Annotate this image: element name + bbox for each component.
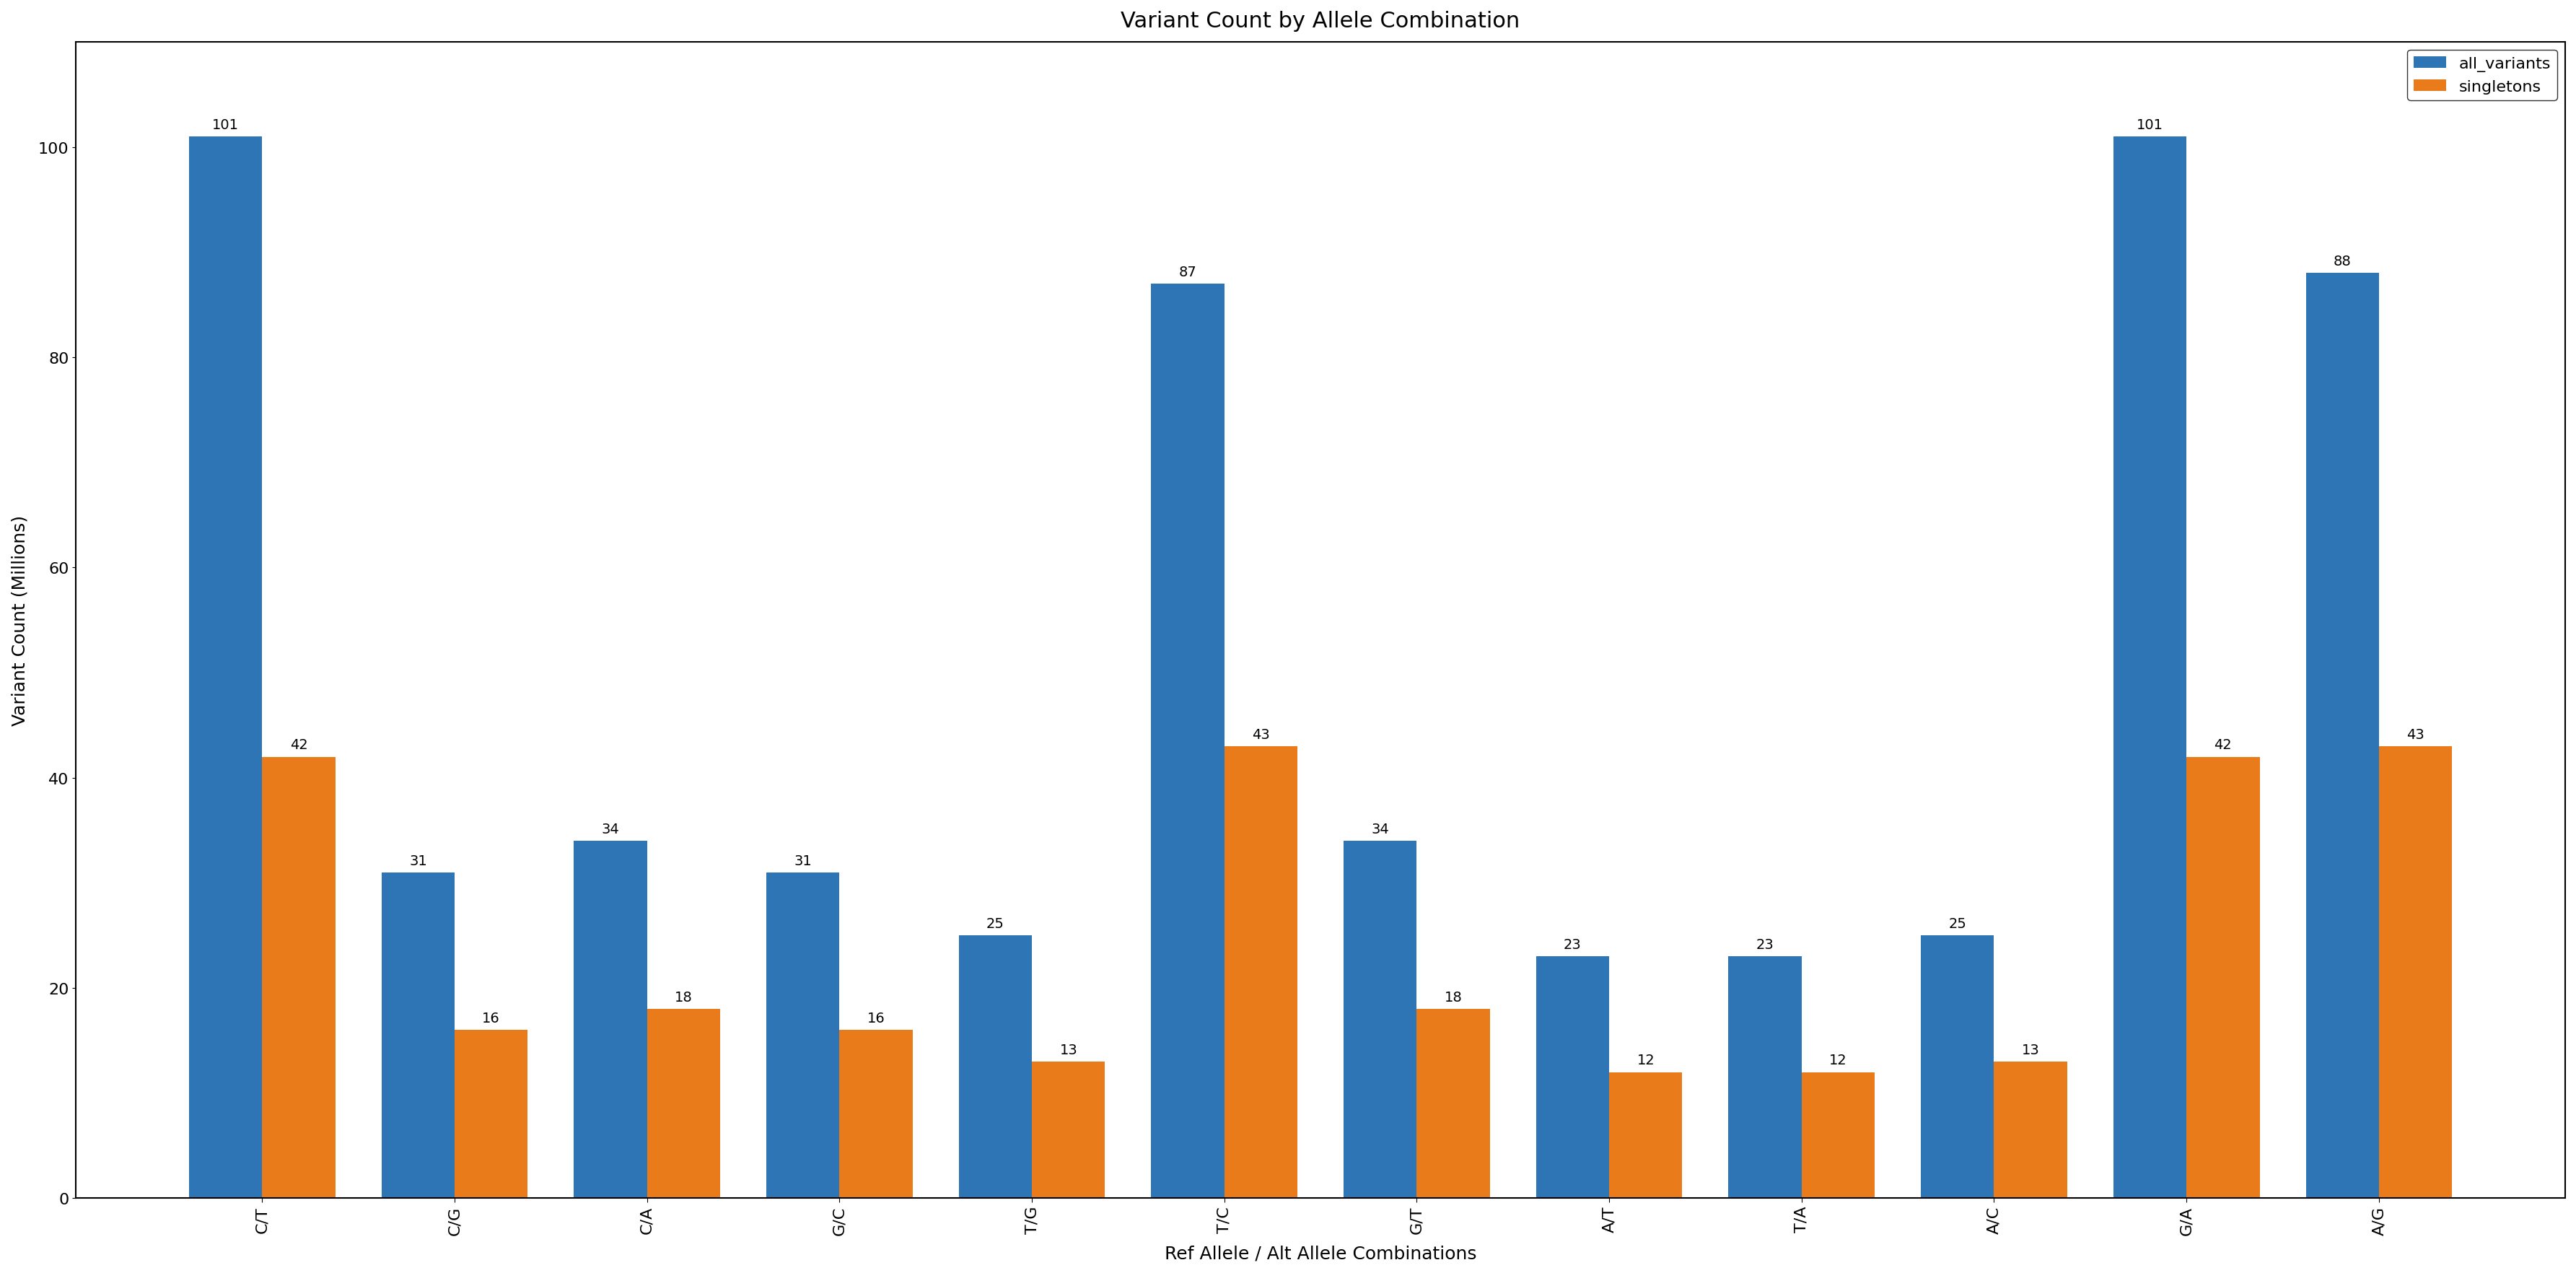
Bar — [768, 872, 840, 1198]
Text: 13: 13 — [1059, 1043, 1077, 1057]
Text: 25: 25 — [1947, 917, 1965, 931]
Text: 12: 12 — [1636, 1053, 1654, 1067]
Bar — [1345, 841, 1417, 1198]
Bar — [2306, 274, 2378, 1198]
Text: 88: 88 — [2334, 255, 2352, 269]
Bar — [1922, 936, 1994, 1198]
Y-axis label: Variant Count (Millions): Variant Count (Millions) — [10, 516, 28, 726]
Text: 31: 31 — [793, 854, 811, 867]
Text: 101: 101 — [2136, 118, 2164, 131]
Bar — [1417, 1009, 1489, 1198]
Text: 16: 16 — [868, 1011, 886, 1025]
Bar — [574, 841, 647, 1198]
Bar — [2112, 137, 2187, 1198]
Bar — [1151, 284, 1224, 1198]
Bar — [1224, 746, 1298, 1198]
Text: 13: 13 — [2022, 1043, 2040, 1057]
Text: 31: 31 — [410, 854, 428, 867]
Text: 34: 34 — [1370, 822, 1388, 836]
Text: 101: 101 — [211, 118, 240, 131]
Text: 23: 23 — [1564, 938, 1582, 951]
Text: 18: 18 — [675, 990, 693, 1004]
Title: Variant Count by Allele Combination: Variant Count by Allele Combination — [1121, 10, 1520, 32]
Bar — [1610, 1072, 1682, 1198]
Bar — [2187, 757, 2259, 1198]
Bar — [840, 1030, 912, 1198]
Text: 43: 43 — [1252, 727, 1270, 741]
Text: 34: 34 — [603, 822, 618, 836]
Bar — [381, 872, 453, 1198]
Text: 12: 12 — [1829, 1053, 1847, 1067]
Legend: all_variants, singletons: all_variants, singletons — [2409, 51, 2558, 101]
Bar — [1994, 1062, 2066, 1198]
Bar — [1033, 1062, 1105, 1198]
Text: 87: 87 — [1180, 265, 1198, 279]
Bar — [1801, 1072, 1875, 1198]
Bar — [1728, 956, 1801, 1198]
X-axis label: Ref Allele / Alt Allele Combinations: Ref Allele / Alt Allele Combinations — [1164, 1245, 1476, 1263]
Text: 18: 18 — [1445, 990, 1463, 1004]
Text: 16: 16 — [482, 1011, 500, 1025]
Text: 42: 42 — [2215, 738, 2231, 752]
Text: 23: 23 — [1757, 938, 1775, 951]
Bar — [263, 757, 335, 1198]
Text: 43: 43 — [2406, 727, 2424, 741]
Bar — [188, 137, 263, 1198]
Bar — [2378, 746, 2452, 1198]
Bar — [1535, 956, 1610, 1198]
Bar — [958, 936, 1033, 1198]
Bar — [453, 1030, 528, 1198]
Bar — [647, 1009, 721, 1198]
Text: 25: 25 — [987, 917, 1005, 931]
Text: 42: 42 — [291, 738, 307, 752]
